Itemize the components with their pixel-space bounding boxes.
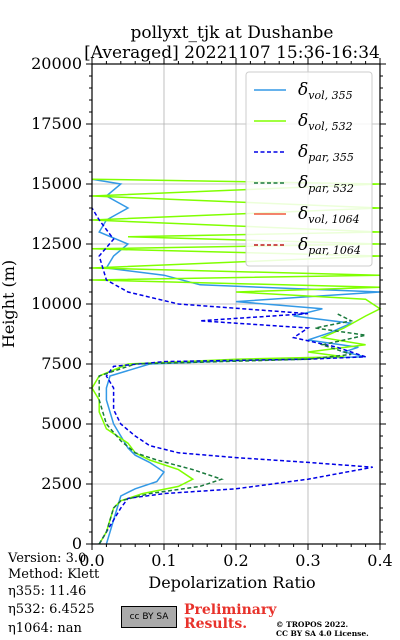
- chart-title-line1: pollyxt_tjk at Dushanbe: [131, 23, 334, 43]
- preliminary-results-text: Preliminary Results.: [184, 603, 276, 631]
- legend-label: δvol, 1064: [298, 204, 360, 226]
- x-tick-label: 0.3: [295, 551, 320, 570]
- y-tick-label: 5000: [41, 414, 82, 433]
- series-line-δpar,355: [91, 207, 373, 545]
- copyright-line1: © TROPOS 2022.: [276, 620, 349, 629]
- legend-label: δpar, 1064: [298, 235, 361, 257]
- eta355-text: η355: 11.46: [8, 584, 87, 599]
- cc-license-logo: cc BY SA: [121, 606, 177, 628]
- eta1064-text: η1064: nan: [8, 621, 82, 636]
- copyright-text: © TROPOS 2022. CC BY SA 4.0 License.: [276, 620, 369, 638]
- y-tick-label: 20000: [31, 54, 82, 73]
- y-tick-label: 0: [72, 534, 82, 553]
- x-tick-label: 0.0: [79, 551, 104, 570]
- preliminary-line1: Preliminary: [184, 602, 277, 618]
- legend-label: δvol, 355: [298, 80, 353, 102]
- series-line-δpar,532: [98, 312, 366, 545]
- plot-area: 0.0 0.1 0.2 0.3 0.4 0 2500 5000 7500 10000 12500 15…: [31, 54, 393, 570]
- y-tick-label: 12500: [31, 234, 82, 253]
- chart-title-line2: [Averaged] 20221107 15:36-16:34: [84, 43, 380, 63]
- y-tick-label: 10000: [31, 294, 82, 313]
- y-tick-label: 2500: [41, 474, 82, 493]
- x-tick-label: 0.2: [223, 551, 248, 570]
- version-text: Version: 3.0: [8, 551, 87, 566]
- legend-label: δpar, 355: [298, 142, 354, 164]
- preliminary-line2: Results.: [184, 616, 248, 632]
- y-tick-label: 17500: [31, 114, 82, 133]
- eta532-text: η532: 6.4525: [8, 602, 95, 617]
- y-axis-label: Height (m): [0, 260, 18, 348]
- legend-label: δpar, 532: [298, 173, 354, 195]
- y-tick-label: 7500: [41, 354, 82, 373]
- y-tick-label: 15000: [31, 174, 82, 193]
- x-tick-label: 0.1: [151, 551, 176, 570]
- x-axis-label: Depolarization Ratio: [148, 573, 315, 592]
- copyright-line2: CC BY SA 4.0 License.: [276, 629, 369, 638]
- x-tick-label: 0.4: [367, 551, 392, 570]
- legend-label: δvol, 532: [298, 111, 353, 133]
- method-text: Method: Klett: [8, 567, 100, 582]
